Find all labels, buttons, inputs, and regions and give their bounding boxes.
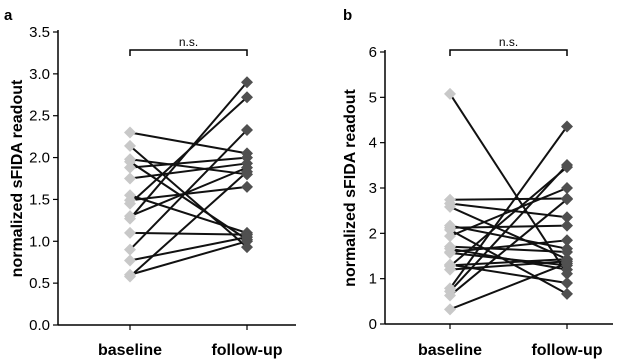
y-tick-label: 2.0 (29, 150, 50, 167)
y-axis-title: normalized sFIDA readout (9, 79, 26, 277)
panel-letter: b (343, 7, 352, 24)
followup-point (561, 219, 573, 232)
y-tick-label: 0.0 (29, 317, 50, 334)
baseline-point (124, 212, 136, 225)
baseline-point (124, 197, 136, 210)
pair-line (449, 260, 568, 271)
baseline-point (124, 226, 136, 239)
followup-point (561, 287, 573, 300)
y-tick-label: 6 (369, 44, 377, 61)
pair-line (449, 197, 568, 201)
x-category-label: baseline (418, 342, 482, 359)
y-tick-label: 0 (369, 316, 377, 333)
y-tick-label: 1 (369, 271, 377, 288)
followup-point (561, 193, 573, 206)
panel-letter: a (4, 7, 13, 24)
followup-point (241, 235, 253, 248)
pair-line (449, 125, 568, 290)
baseline-point (444, 246, 456, 259)
followup-point (241, 76, 253, 89)
baseline-point (444, 230, 456, 243)
pair-line (129, 166, 248, 218)
followup-point (561, 234, 573, 247)
significance-label: n.s. (499, 35, 518, 49)
followup-point (561, 182, 573, 194)
pair-line (129, 81, 248, 220)
pair-line (129, 162, 248, 180)
y-tick-label: 5 (369, 89, 377, 106)
significance-bracket (129, 49, 248, 56)
baseline-point (444, 303, 456, 316)
pair-line (449, 198, 568, 297)
followup-point (561, 257, 573, 270)
pair-line (449, 224, 568, 250)
pair-line (129, 171, 248, 278)
followup-point (241, 123, 253, 136)
y-tick-label: 2.5 (29, 108, 50, 125)
y-tick-label: 4 (369, 135, 377, 152)
baseline-point (124, 126, 136, 139)
followup-point (561, 158, 573, 171)
baseline-point (444, 223, 456, 236)
pair-line (129, 236, 248, 262)
y-tick-label: 1.5 (29, 191, 50, 208)
pair-line (449, 258, 568, 267)
baseline-point (444, 200, 456, 213)
baseline-point (124, 161, 136, 174)
followup-point (561, 211, 573, 224)
panel-a: a 0.0 0.5 1.0 1.5 2.0 2.5 3.0 3.5 baseline follow-… (4, 7, 296, 359)
pair-line (129, 158, 248, 176)
followup-point (241, 91, 253, 104)
baseline-point (444, 289, 456, 302)
panel-b: b 0 1 2 3 4 5 6 baseline follow-up normalized sFID… (342, 7, 613, 359)
significance-bracket (449, 49, 568, 56)
baseline-point (124, 172, 136, 185)
y-tick-label: 0.5 (29, 275, 50, 292)
pair-line (449, 262, 568, 311)
followup-point (241, 165, 253, 178)
baseline-point (124, 243, 136, 256)
pair-line (129, 240, 248, 276)
followup-point (241, 180, 253, 193)
pair-line (129, 231, 248, 236)
y-tick-label: 3.5 (29, 24, 50, 41)
followup-point (561, 120, 573, 133)
followup-point (561, 246, 573, 259)
y-tick-label: 3.0 (29, 66, 50, 83)
x-category-label: follow-up (531, 342, 602, 359)
pair-line (449, 164, 568, 293)
y-tick-label: 3 (369, 180, 377, 197)
baseline-point (444, 87, 456, 100)
pair-line (449, 245, 568, 254)
followup-point (561, 276, 573, 289)
pair-line (449, 93, 568, 275)
baseline-point (444, 263, 456, 276)
pair-line (129, 194, 248, 234)
pair-line (449, 187, 568, 238)
pair-line (449, 166, 568, 268)
pair-line (129, 129, 248, 251)
x-category-label: follow-up (211, 342, 282, 359)
significance-label: n.s. (179, 35, 198, 49)
baseline-point (124, 139, 136, 152)
y-tick-label: 1.0 (29, 233, 50, 250)
y-tick-label: 2 (369, 225, 377, 242)
baseline-point (124, 270, 136, 283)
x-category-label: baseline (98, 342, 162, 359)
baseline-point (124, 254, 136, 267)
y-axis-title: normalized sFIDA readout (342, 89, 359, 287)
pair-line (129, 156, 248, 169)
